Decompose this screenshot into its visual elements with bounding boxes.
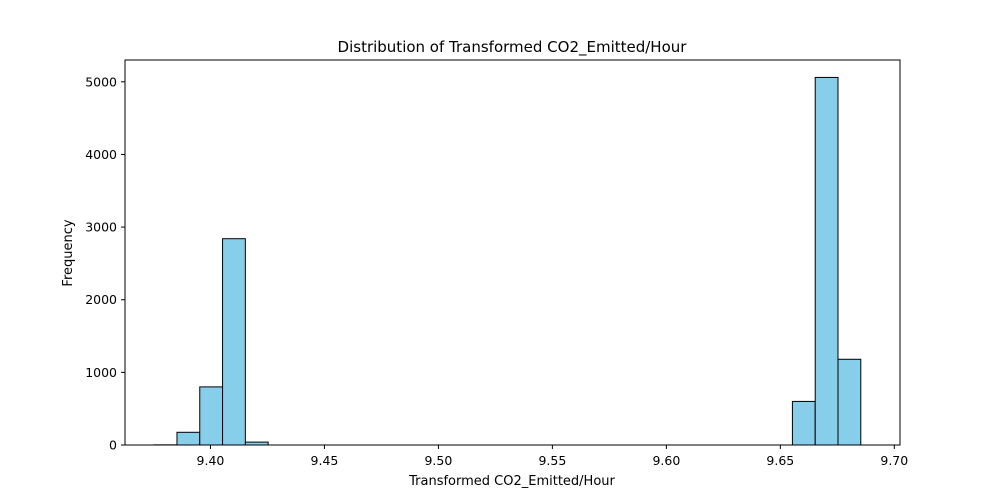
x-tick-label: 9.45 <box>311 453 339 468</box>
y-tick-label: 1000 <box>85 365 117 380</box>
histogram-bar <box>222 238 246 446</box>
y-tick-label: 0 <box>109 438 117 453</box>
bars-group <box>153 76 862 446</box>
x-axis-label: Transformed CO2_Emitted/Hour <box>408 474 615 489</box>
y-tick-label: 5000 <box>85 74 117 89</box>
chart-title: Distribution of Transformed CO2_Emitted/… <box>338 38 688 57</box>
y-tick-label: 4000 <box>85 147 117 162</box>
x-tick-label: 9.65 <box>766 453 794 468</box>
x-tick-label: 9.50 <box>424 453 452 468</box>
histogram-bar <box>814 76 839 446</box>
x-tick-label: 9.55 <box>538 453 566 468</box>
x-tick-label: 9.70 <box>880 453 908 468</box>
y-tick-label: 3000 <box>85 220 117 235</box>
y-tick-label: 2000 <box>85 292 117 307</box>
x-tick-label: 9.40 <box>197 453 225 468</box>
x-tick-label: 9.60 <box>652 453 680 468</box>
histogram-bar <box>791 400 816 446</box>
histogram-bar <box>837 358 862 446</box>
plot-frame <box>124 59 901 446</box>
histogram-bar <box>199 386 224 446</box>
y-axis-label: Frequency <box>61 219 76 286</box>
histogram-bar <box>176 431 201 446</box>
x-axis-ticks: 9.40 9.45 9.50 9.55 9.60 9.65 9.70 <box>197 445 908 468</box>
y-axis-ticks: 0 1000 2000 3000 4000 5000 <box>85 74 125 453</box>
